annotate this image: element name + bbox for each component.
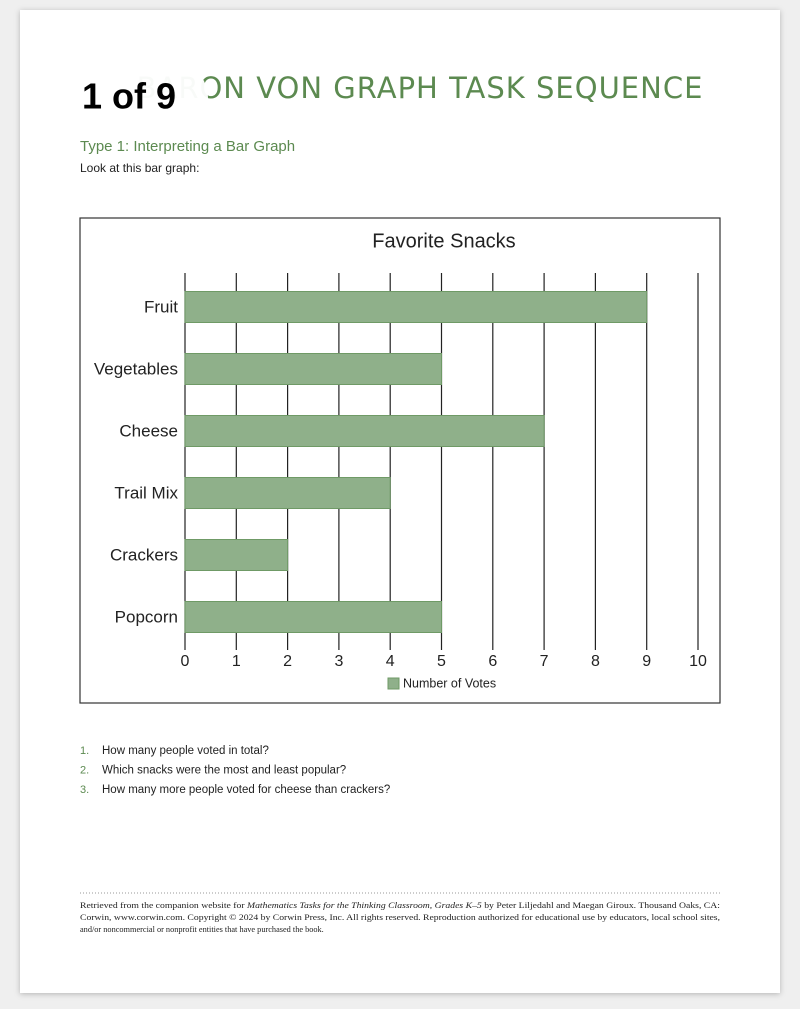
x-tick-label: 2	[283, 653, 292, 670]
footer: Retrieved from the companion website for…	[80, 901, 720, 934]
footer-text: by Peter Liljedahl and Maegan Giroux. Th…	[482, 901, 720, 910]
bar	[184, 353, 442, 385]
bar	[184, 601, 442, 633]
x-tick-label: 5	[437, 653, 446, 670]
questions: 1. How many people voted in total? 2. Which…	[80, 745, 390, 796]
y-tick-label: Vegetables	[94, 359, 178, 378]
badge: 1 of 9	[82, 76, 176, 117]
question-number: 1.	[80, 745, 89, 757]
x-tick-label: 7	[540, 653, 549, 670]
badge-bg	[50, 60, 208, 136]
bar	[184, 415, 545, 447]
question-number: 2.	[80, 764, 89, 776]
legend-swatch	[387, 677, 400, 690]
y-tick-label: Fruit	[144, 297, 178, 316]
heading: BARON VON GRAPH TASK SEQUENCE	[137, 71, 704, 105]
y-tick-label: Cheese	[119, 421, 178, 440]
question-number: 3.	[80, 784, 89, 796]
bar	[184, 539, 289, 571]
x-tick-label: 1	[232, 653, 241, 670]
bar	[184, 477, 391, 509]
question-text: How many more people voted for cheese th…	[102, 784, 390, 796]
chart: 0 1 2 3 4 5 6 7 8 9 10 Fruit Vegetables Cheese Trail M…	[94, 273, 707, 690]
subtitle: Type 1: Interpreting a Bar Graph	[80, 138, 295, 155]
y-tick-label: Crackers	[110, 545, 178, 564]
book-title: Mathematics Tasks for the Thinking Class…	[246, 901, 482, 910]
x-tick-label: 8	[591, 653, 600, 670]
x-tick-label: 10	[689, 653, 707, 670]
instruction: Look at this bar graph:	[80, 161, 199, 175]
question-text: How many people voted in total?	[102, 745, 269, 757]
x-tick-label: 4	[386, 653, 395, 670]
chart-title: Favorite Snacks	[372, 230, 515, 252]
y-tick-label: Trail Mix	[114, 483, 178, 502]
y-tick-label: Popcorn	[115, 607, 178, 626]
x-tick-label: 0	[181, 653, 190, 670]
question-text: Which snacks were the most and least pop…	[102, 765, 346, 777]
footer-line: and/or noncommercial or nonprofit entiti…	[80, 925, 324, 934]
footer-text: Retrieved from the companion website for	[80, 901, 247, 910]
x-tick-label: 3	[334, 653, 343, 670]
x-tick-label: 6	[488, 653, 497, 670]
x-tick-label: 9	[642, 653, 651, 670]
footer-line: Retrieved from the companion website for…	[80, 901, 720, 910]
legend-label: Number of Votes	[403, 676, 496, 690]
bar	[184, 291, 648, 323]
footer-line: Corwin, www.corwin.com. Copyright © 2024…	[80, 913, 720, 922]
